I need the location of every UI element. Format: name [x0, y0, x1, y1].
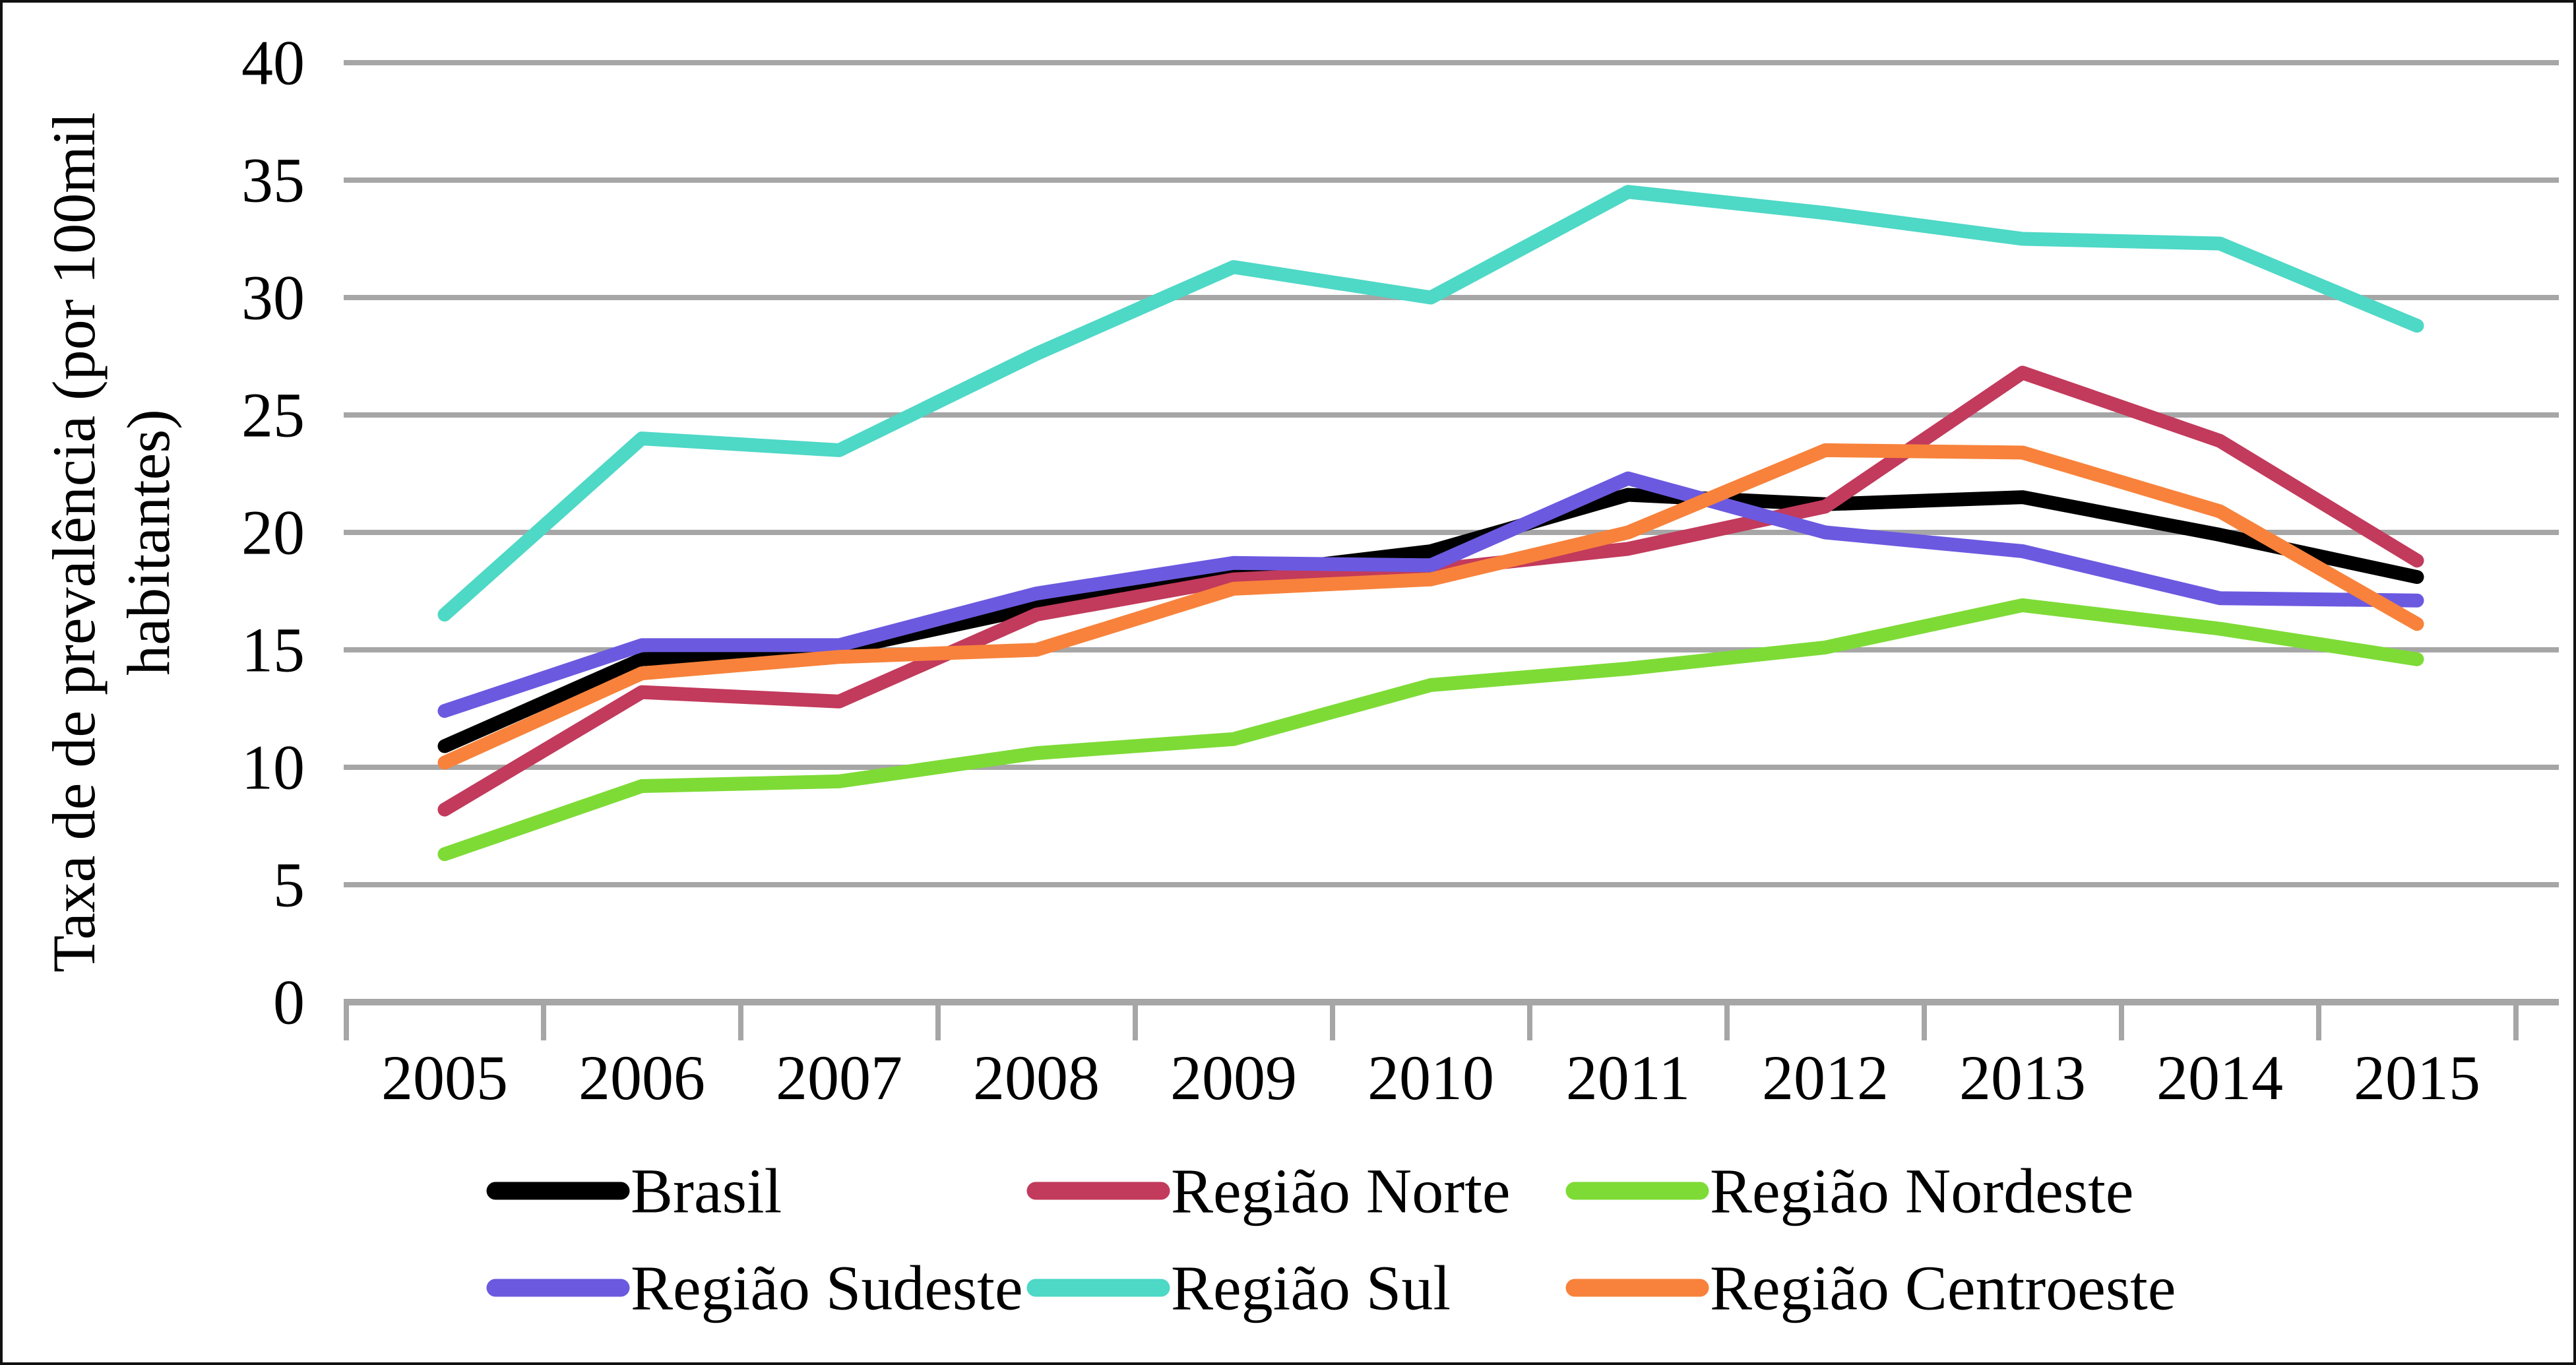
- label-layer: 0 5 10 15 20 25 30 35 40 2005 2006 2007 2008 2009 2010…: [40, 28, 2480, 1114]
- legend-label: Região Norte: [1171, 1156, 1511, 1226]
- x-axis-tick-label: 2012: [1762, 1042, 1889, 1113]
- legend-label: Região Nordeste: [1710, 1156, 2133, 1226]
- series-line-região-sudeste: [437, 471, 2424, 718]
- y-axis-tick-label: 5: [273, 850, 305, 920]
- legend-layer: Brasil Região Norte Região Nordeste Região …: [486, 1156, 2176, 1323]
- x-axis-tick-label: 2005: [381, 1042, 508, 1113]
- series-layer: [437, 185, 2424, 862]
- axis-layer: [344, 999, 2559, 1040]
- x-axis-tick-label: 2013: [1959, 1042, 2086, 1113]
- x-axis-tick-label: 2006: [579, 1042, 705, 1113]
- legend-label: Brasil: [631, 1156, 782, 1226]
- legend-label: Região Sul: [1171, 1253, 1451, 1323]
- y-axis-title: Taxa de de prevalência (por 100mil: [40, 112, 108, 972]
- y-axis-tick-label: 15: [241, 615, 305, 685]
- y-axis-tick-label: 35: [241, 145, 305, 216]
- x-axis-tick-label: 2008: [973, 1042, 1100, 1113]
- y-axis-title: habitantes): [115, 409, 182, 676]
- y-axis-tick-label: 25: [241, 380, 305, 451]
- grid-layer: [344, 60, 2559, 887]
- series-line-região-centroeste: [437, 443, 2424, 770]
- series-line-região-nordeste: [437, 598, 2424, 862]
- x-axis-tick-label: 2011: [1566, 1042, 1690, 1113]
- series-line-região-sul: [437, 185, 2424, 622]
- x-axis-tick-label: 2010: [1367, 1042, 1494, 1113]
- x-axis-tick-label: 2009: [1170, 1042, 1297, 1113]
- legend-label: Região Centroeste: [1710, 1253, 2176, 1323]
- y-axis-tick-label: 10: [241, 732, 305, 803]
- y-axis-tick-label: 20: [241, 497, 305, 568]
- y-axis-tick-label: 0: [273, 967, 305, 1038]
- line-chart: 0 5 10 15 20 25 30 35 40 2005 2006 2007 2008 2009 2010…: [40, 28, 2559, 1323]
- x-axis-tick-label: 2007: [776, 1042, 902, 1113]
- series-line-brasil: [437, 488, 2424, 753]
- y-axis-tick-label: 30: [241, 263, 305, 333]
- x-axis-tick-label: 2015: [2354, 1042, 2480, 1113]
- x-axis-tick-label: 2014: [2156, 1042, 2283, 1113]
- y-axis-tick-label: 40: [241, 28, 305, 98]
- legend-label: Região Sudeste: [631, 1253, 1023, 1323]
